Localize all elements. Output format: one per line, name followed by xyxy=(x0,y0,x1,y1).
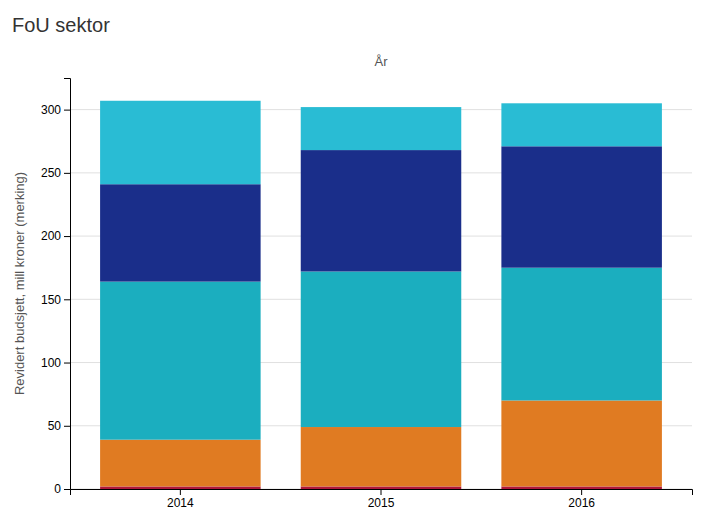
y-tick-label: 0 xyxy=(54,482,61,496)
bar-segment xyxy=(100,184,261,281)
x-tick: 2014 xyxy=(167,489,194,510)
y-tick: 100 xyxy=(41,356,70,370)
bar-segment xyxy=(100,440,261,487)
x-tick-mark xyxy=(381,489,382,495)
y-tick-label: 200 xyxy=(41,229,61,243)
y-tick: 50 xyxy=(48,419,70,433)
bar-segment xyxy=(100,101,261,184)
x-tick-label: 2014 xyxy=(167,496,194,510)
x-tick: 2016 xyxy=(568,489,595,510)
y-axis: 0 50 100 150 200 250 300 xyxy=(41,79,71,497)
y-axis-line xyxy=(64,79,71,490)
x-tick-label: 2016 xyxy=(568,496,595,510)
bar-series xyxy=(100,101,662,184)
y-tick-mark xyxy=(64,173,70,174)
bar-series xyxy=(100,486,662,489)
y-tick-mark xyxy=(64,236,70,237)
y-tick-label: 150 xyxy=(41,293,61,307)
bar-segment xyxy=(301,271,462,427)
bar-segment xyxy=(301,427,462,486)
y-tick-mark xyxy=(64,299,70,300)
bar-segment xyxy=(100,282,261,440)
bar-segment xyxy=(501,400,662,486)
y-tick: 300 xyxy=(41,103,70,117)
x-axis-line xyxy=(71,490,693,496)
chart-title: FoU sektor xyxy=(12,14,110,36)
y-tick-label: 50 xyxy=(48,419,62,433)
bar-segment xyxy=(301,107,462,150)
bars xyxy=(100,101,662,489)
x-axis-title: År xyxy=(375,54,389,69)
y-tick-mark xyxy=(64,426,70,427)
y-tick-label: 300 xyxy=(41,103,61,117)
bar-segment xyxy=(501,146,662,267)
bar-segment xyxy=(100,486,261,489)
x-tick-mark xyxy=(180,489,181,495)
plot-area: 0 50 100 150 200 250 300 2014 2015 2016 År Revidert… xyxy=(12,54,693,510)
x-tick: 2015 xyxy=(368,489,395,510)
y-tick-mark xyxy=(64,363,70,364)
bar-segment xyxy=(501,268,662,401)
x-tick-mark xyxy=(581,489,582,495)
x-axis: 2014 2015 2016 xyxy=(71,489,693,510)
y-tick: 150 xyxy=(41,293,70,307)
bar-segment xyxy=(501,103,662,146)
y-tick-mark xyxy=(64,110,70,111)
bar-segment xyxy=(301,150,462,271)
chart-container: FoU sektor 0 50 100 150 200 250 300 2014 2015 2016… xyxy=(0,0,716,525)
y-tick: 0 xyxy=(54,482,70,496)
y-tick: 200 xyxy=(41,229,70,243)
bar-segment xyxy=(301,486,462,489)
chart-svg: FoU sektor 0 50 100 150 200 250 300 2014 2015 2016… xyxy=(0,0,716,525)
y-tick-label: 100 xyxy=(41,356,61,370)
y-tick: 250 xyxy=(41,166,70,180)
x-tick-label: 2015 xyxy=(368,496,395,510)
y-axis-title: Revidert budsjett, mill kroner (merking) xyxy=(12,172,27,395)
bar-segment xyxy=(501,486,662,489)
y-tick-label: 250 xyxy=(41,166,61,180)
bar-series xyxy=(100,268,662,440)
y-tick-mark xyxy=(64,489,70,490)
